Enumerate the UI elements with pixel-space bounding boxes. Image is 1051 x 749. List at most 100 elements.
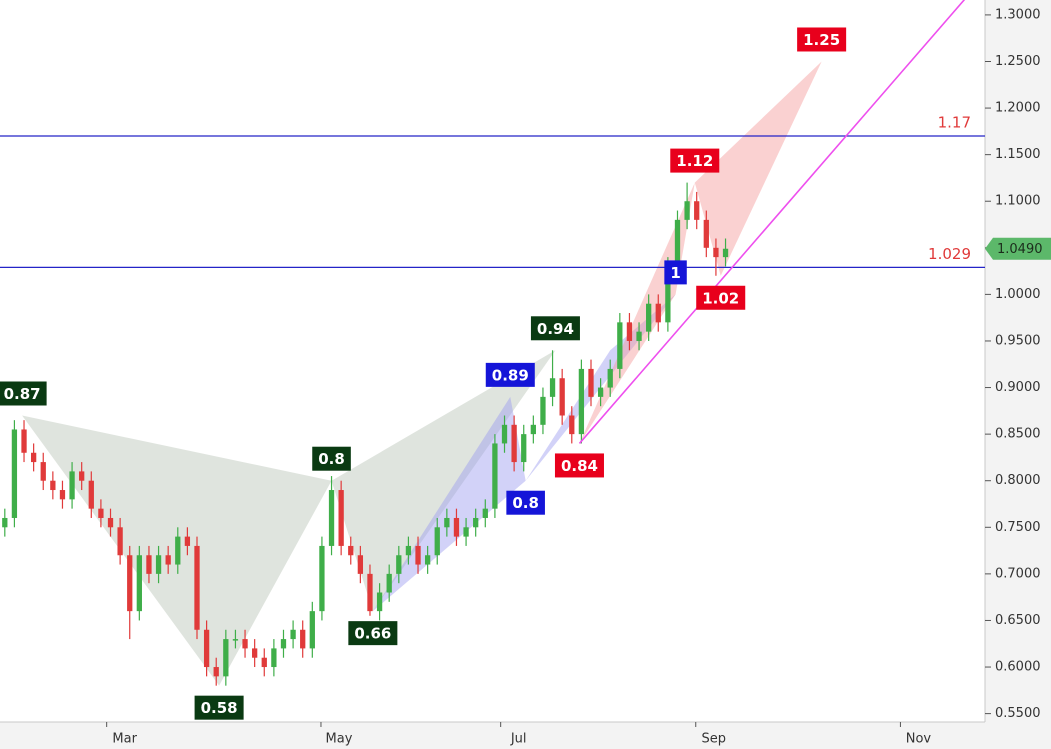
point-label-box: [530, 316, 580, 341]
point-label: 0.89: [485, 362, 535, 387]
candle-body: [694, 201, 700, 220]
candle-body: [127, 555, 133, 612]
candle-body: [59, 490, 66, 500]
x-tick-label: Jul: [510, 732, 527, 747]
point-label-text: 1.25: [803, 31, 840, 49]
candle-body: [607, 368, 613, 388]
point-label-text: 1.02: [702, 289, 739, 307]
y-tick-label: 1.2000: [995, 101, 1041, 116]
y-tick-label: 1.1000: [995, 194, 1041, 209]
point-label-box: [348, 621, 398, 646]
point-label-text: 0.8: [512, 494, 539, 512]
candle-body: [617, 322, 623, 369]
candle-body: [309, 611, 315, 649]
y-tick-label: 0.6000: [995, 660, 1041, 675]
candle-body: [175, 536, 181, 565]
candle-body: [194, 545, 200, 630]
pattern-area: [372, 396, 526, 612]
point-label-text: 0.87: [4, 385, 41, 403]
plot-area: [0, 0, 985, 686]
candle-body: [549, 378, 556, 397]
point-label: 0.8: [312, 446, 351, 471]
candle-body: [223, 639, 229, 677]
candle-body: [367, 573, 373, 612]
point-label-text: 0.94: [537, 320, 574, 338]
candle-body: [578, 368, 585, 435]
point-label-text: 0.89: [492, 366, 529, 384]
candle-body: [626, 322, 633, 341]
x-axis-panel: [0, 722, 985, 749]
candle-body: [530, 424, 536, 435]
point-label: 0.87: [0, 381, 47, 406]
candle-body: [463, 527, 469, 537]
candle-body: [713, 247, 719, 258]
candle-body: [242, 639, 248, 649]
candle-body: [88, 480, 94, 509]
candle-body: [569, 415, 575, 435]
candle-body: [665, 266, 671, 323]
candle-body: [338, 490, 344, 546]
candle-body: [588, 368, 594, 397]
candle-body: [117, 527, 123, 556]
y-tick-label: 1.2500: [995, 54, 1041, 69]
x-tick-label: May: [326, 732, 353, 747]
y-axis-panel: [985, 0, 1051, 749]
candle-body: [655, 303, 661, 323]
point-label: 1: [664, 260, 687, 285]
y-tick-label: 0.7500: [995, 520, 1041, 535]
candle-body: [69, 471, 75, 500]
candle-body: [444, 517, 450, 528]
candle-body: [290, 629, 296, 640]
candle-body: [2, 517, 8, 528]
candle-body: [636, 331, 642, 341]
y-tick-label: 0.6500: [995, 613, 1041, 628]
candle-body: [386, 573, 392, 593]
candle-body: [146, 555, 152, 574]
candle-body: [597, 387, 604, 397]
candle-body: [453, 517, 460, 537]
point-label: 1.25: [797, 27, 847, 52]
candle-body: [722, 248, 729, 258]
candle-body: [684, 201, 690, 220]
candle-body: [252, 648, 258, 658]
point-label-box: [554, 453, 604, 478]
candle-body: [50, 480, 56, 491]
last-price-tag: [985, 237, 1051, 260]
candle-body: [271, 648, 277, 668]
candle-body: [107, 517, 114, 528]
y-tick-label: 1.1500: [995, 147, 1041, 162]
candle-body: [357, 555, 364, 574]
candle-body: [492, 443, 498, 509]
candle-body: [165, 555, 171, 565]
candle-body: [434, 527, 440, 556]
y-tick-label: 0.5500: [995, 706, 1041, 721]
candle-body: [328, 490, 335, 546]
candle-body: [482, 508, 488, 518]
candle-body: [280, 639, 287, 649]
point-label-box: [506, 490, 545, 515]
y-tick-label: 0.8500: [995, 427, 1041, 442]
point-label: 0.8: [506, 490, 545, 515]
candle-body: [213, 667, 219, 677]
x-tick-label: Sep: [701, 732, 726, 747]
y-tick-label: 1.0000: [995, 287, 1041, 302]
candle-body: [155, 555, 162, 574]
candle-body: [501, 424, 508, 444]
point-label-text: 0.58: [201, 699, 238, 717]
y-tick-label: 0.7000: [995, 566, 1041, 581]
candle-body: [184, 536, 191, 546]
pattern-area: [694, 61, 822, 276]
candle-body: [21, 429, 27, 453]
candle-body: [559, 378, 565, 416]
candle-body: [261, 657, 267, 668]
candle-body: [396, 555, 402, 574]
candle-body: [79, 471, 85, 481]
candle-body: [511, 424, 517, 463]
candle-body: [136, 555, 142, 612]
x-tick-label: Mar: [112, 732, 137, 747]
point-label-text: 0.8: [318, 450, 345, 468]
point-label-box: [485, 362, 535, 387]
point-label: 0.66: [348, 621, 398, 646]
